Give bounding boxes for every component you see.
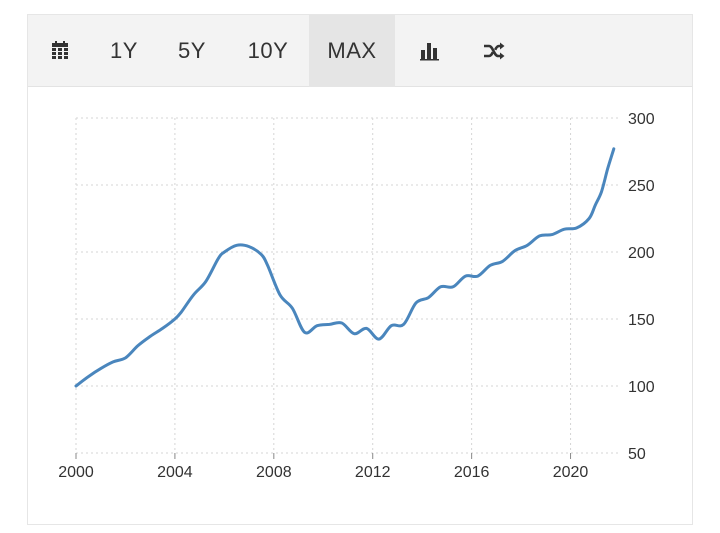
y-tick-label: 100 xyxy=(628,379,655,396)
range-10y-button[interactable]: 10Y xyxy=(247,38,289,63)
shuffle-icon xyxy=(484,42,505,60)
grid xyxy=(75,117,620,459)
y-tick-label: 50 xyxy=(628,446,646,463)
range-max-button[interactable]: MAX xyxy=(309,15,395,87)
x-tick-label: 2008 xyxy=(256,464,292,481)
series-line xyxy=(74,147,616,388)
y-axis-labels: 50 100 150 200 250 300 xyxy=(628,111,655,463)
x-tick-label: 2000 xyxy=(58,464,94,481)
bar-chart-icon xyxy=(420,43,439,61)
y-tick-label: 200 xyxy=(628,245,655,262)
x-tick-label: 2004 xyxy=(157,464,193,481)
range-1y-button[interactable]: 1Y xyxy=(110,38,138,63)
x-tick-label: 2016 xyxy=(454,464,490,481)
y-tick-label: 250 xyxy=(628,178,655,195)
compare-button[interactable] xyxy=(472,15,516,87)
x-tick-label: 2020 xyxy=(553,464,589,481)
series-layer xyxy=(74,147,616,388)
y-tick-label: 150 xyxy=(628,312,655,329)
y-tick-label: 300 xyxy=(628,111,655,128)
chart-toolbar: 1Y 5Y 10Y MAX xyxy=(28,15,692,87)
x-axis-labels: 2000 2004 2008 2012 2016 2020 xyxy=(58,464,588,481)
chart-type-button[interactable] xyxy=(408,15,452,87)
chart-card: 1Y 5Y 10Y MAX xyxy=(27,14,693,525)
calendar-button[interactable] xyxy=(36,15,84,87)
x-tick-label: 2012 xyxy=(355,464,391,481)
calendar-icon xyxy=(52,41,68,59)
range-5y-button[interactable]: 5Y xyxy=(178,38,206,63)
